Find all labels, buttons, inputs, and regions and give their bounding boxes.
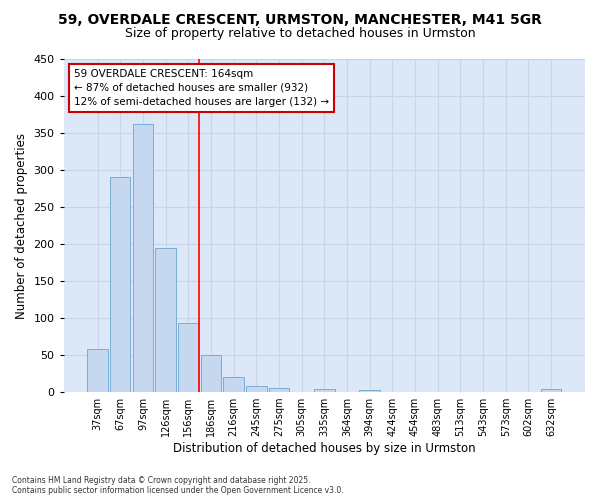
Bar [88,349,108,392]
Bar [541,389,562,392]
X-axis label: Distribution of detached houses by size in Urmston: Distribution of detached houses by size … [173,442,476,455]
Bar [223,378,244,392]
Text: 59, OVERDALE CRESCENT, URMSTON, MANCHESTER, M41 5GR: 59, OVERDALE CRESCENT, URMSTON, MANCHEST… [58,12,542,26]
Bar [359,390,380,392]
Bar [155,248,176,392]
Bar [178,323,199,392]
Bar [201,355,221,392]
Bar [314,389,335,392]
Text: Size of property relative to detached houses in Urmston: Size of property relative to detached ho… [125,28,475,40]
Bar [133,124,153,392]
Text: Contains HM Land Registry data © Crown copyright and database right 2025.
Contai: Contains HM Land Registry data © Crown c… [12,476,344,495]
Text: 59 OVERDALE CRESCENT: 164sqm
← 87% of detached houses are smaller (932)
12% of s: 59 OVERDALE CRESCENT: 164sqm ← 87% of de… [74,69,329,107]
Y-axis label: Number of detached properties: Number of detached properties [15,132,28,318]
Bar [110,176,130,392]
Bar [269,388,289,392]
Bar [246,386,266,392]
